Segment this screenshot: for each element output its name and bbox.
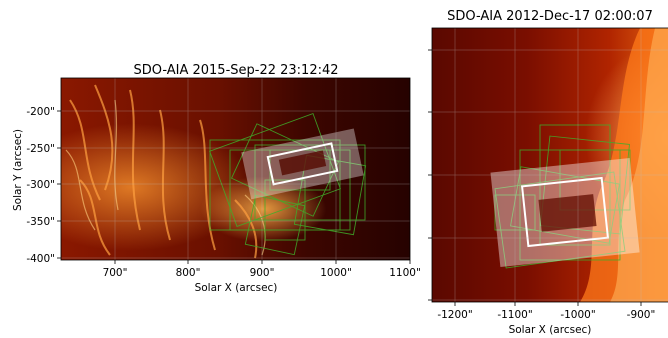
left-raster-boxes (209, 113, 367, 256)
right-solar-image (432, 28, 668, 302)
left-xtick: 700" (103, 267, 128, 279)
left-xtick: 800" (176, 267, 201, 279)
left-ytick: -250" (26, 143, 55, 155)
left-solar-image (61, 78, 410, 260)
left-ytick: -200" (26, 106, 55, 118)
left-ytick: -300" (26, 179, 55, 191)
left-ytick: -350" (26, 216, 55, 228)
left-panel: SDO-AIA 2015-Sep-22 23:12:42 (12, 63, 421, 294)
right-xtick: -900" (627, 309, 656, 321)
right-panel-title: SDO-AIA 2012-Dec-17 02:00:07 (447, 9, 653, 24)
left-xlabel: Solar X (arcsec) (195, 282, 278, 294)
left-xtick: 1000" (320, 267, 352, 279)
left-fov-box (266, 142, 339, 186)
left-xtick: 900" (250, 267, 275, 279)
left-xtick: 1100" (389, 267, 421, 279)
left-ytick: -400" (26, 253, 55, 265)
right-panel: SDO-AIA 2012-Dec-17 02:00:07 (428, 9, 668, 336)
right-raster-boxes (494, 124, 631, 269)
right-xlabel: Solar X (arcsec) (509, 324, 592, 336)
right-fov-box (520, 176, 610, 248)
left-ylabel: Solar Y (arcsec) (12, 129, 24, 211)
right-xtick: -1200" (437, 309, 472, 321)
left-panel-title: SDO-AIA 2015-Sep-22 23:12:42 (133, 63, 338, 78)
right-xtick: -1000" (560, 309, 595, 321)
right-xtick: -1100" (497, 309, 532, 321)
